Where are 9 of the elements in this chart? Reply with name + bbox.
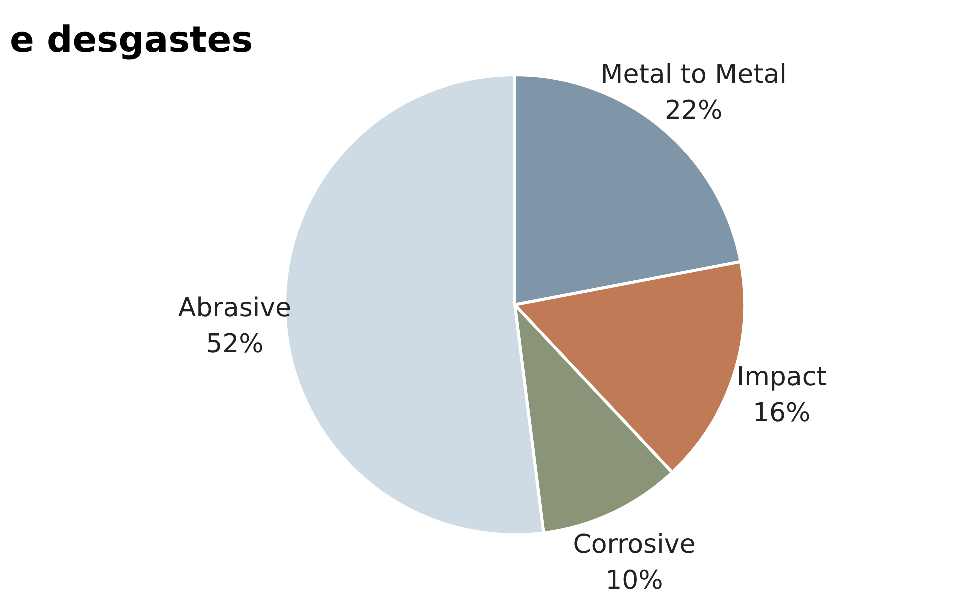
data-label: 22% bbox=[664, 96, 723, 126]
slice-label: Abrasive bbox=[178, 294, 292, 324]
data-label: 10% bbox=[606, 566, 664, 596]
slice-label: Corrosive bbox=[573, 530, 696, 560]
slice-label: Metal to Metal bbox=[600, 60, 787, 90]
chart-title: e desgastes bbox=[10, 20, 254, 61]
slice-label: Impact bbox=[736, 362, 827, 393]
data-label: 52% bbox=[206, 330, 264, 360]
data-label: 16% bbox=[752, 398, 811, 429]
